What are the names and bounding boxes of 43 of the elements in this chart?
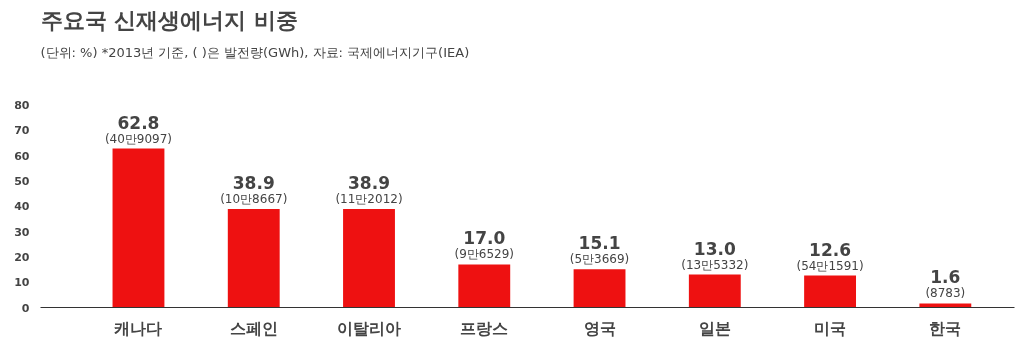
bar [688,274,741,308]
data-label: 1.6 [930,267,961,288]
x-tick-label: 미국 [814,318,847,338]
chart-subtitle: (단위: %) *2013년 기준, ( )은 발전량(GWh), 자료: 국제에너지기구(IEA) [40,44,470,60]
data-label: 17.0 [463,228,506,249]
y-tick-label: 50 [14,174,30,188]
annotation: (54만1591) [796,258,864,273]
bar [458,264,511,308]
x-tick-label: 스페인 [229,318,278,338]
bar [227,209,280,308]
chart-title: 주요국 신재생에너지 비중 [40,7,298,33]
x-tick-label: 한국 [929,318,962,338]
data-label: 38.9 [232,173,275,194]
bar [112,148,165,308]
annotation: (9만6529) [454,247,515,262]
annotation: (13만5332) [681,257,749,272]
x-tick-label: 프랑스 [460,318,509,338]
annotation: (11만2012) [335,192,403,207]
data-label: 38.9 [348,173,390,194]
x-tick-label: 영국 [583,318,616,338]
annotation: (10만8667) [220,192,288,207]
data-label: 15.1 [578,233,621,254]
annotation: (5만3669) [569,252,630,267]
y-tick-label: 20 [14,250,30,264]
y-tick-label: 40 [14,200,30,214]
bar [804,275,857,308]
y-tick-label: 70 [14,124,30,138]
data-label: 62.8 [117,112,160,133]
bar [343,209,395,308]
bar [919,303,972,308]
data-label: 12.6 [809,239,852,260]
y-tick-label: 60 [14,149,30,163]
y-tick-label: 80 [14,99,30,112]
y-tick-label: 0 [21,301,30,315]
x-tick-label: 캐나다 [114,318,163,338]
y-tick-label: 10 [14,276,30,290]
y-tick-label: 30 [14,225,30,239]
x-tick-label: 일본 [698,318,731,338]
annotation: (40만9097) [104,131,173,146]
bar [573,269,626,308]
x-tick-label: 이탈리아 [337,318,402,338]
data-label: 13.0 [693,238,736,259]
annotation: (8783) [925,286,966,301]
